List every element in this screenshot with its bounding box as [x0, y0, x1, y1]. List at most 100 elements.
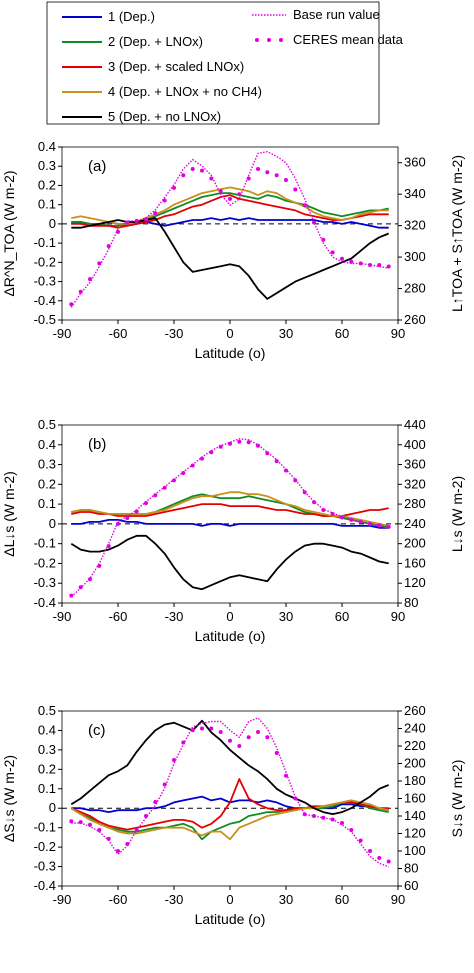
ceres-point — [386, 524, 391, 529]
y-right-tick-label: 180 — [404, 773, 426, 788]
series-1-line — [71, 795, 389, 813]
ceres-point — [69, 302, 74, 307]
ceres-point — [190, 728, 195, 733]
y-tick-label: 0.3 — [38, 742, 56, 757]
ceres-point — [302, 812, 307, 817]
ceres-point — [125, 220, 130, 225]
y-tick-label: 0.1 — [38, 496, 56, 511]
y-right-axis-label: L↓s (W m-2) — [449, 476, 465, 552]
series-7-points — [69, 726, 391, 864]
series-3-line — [71, 194, 389, 229]
legend-label-ceres: CERES mean data — [293, 32, 404, 47]
y-axis-label: ΔL↓s (W m-2) — [1, 471, 17, 557]
panel-a: -90 -60 -30 0 30 60 90 -0.5 -0.4 -0.3 -0.2 -0.1 0 0.1… — [1, 139, 465, 361]
ceres-point — [116, 229, 120, 234]
ceres-point — [69, 593, 74, 598]
ceres-point — [340, 256, 344, 261]
ceres-point — [218, 730, 223, 734]
ceres-point — [162, 198, 167, 203]
y-right-tick-label: 280 — [404, 281, 426, 296]
x-tick-label: -60 — [109, 892, 128, 907]
y-right-tick-label: 340 — [404, 186, 426, 201]
y-right-tick-label: 140 — [404, 808, 426, 823]
x-tick-label: -90 — [53, 609, 72, 624]
ceres-point — [368, 521, 372, 526]
ceres-point — [321, 508, 326, 512]
ceres-point — [265, 735, 270, 740]
ceres-point — [321, 815, 326, 820]
panel-c: -90 -60 -30 0 30 60 90-0.4-0.3-0.2-0.100.10.20… — [1, 703, 465, 927]
ceres-point — [172, 758, 176, 762]
legend-label-1: 1 (Dep.) — [108, 9, 155, 24]
ceres-point — [162, 782, 167, 787]
y-right-tick-label: 200 — [404, 756, 426, 771]
y-axis-label: ΔR^N_TOA (W m-2) — [1, 170, 17, 296]
x-tick-label: 30 — [279, 892, 293, 907]
y-right-tick-label: 260 — [404, 703, 426, 718]
legend-swatch-ceres-1 — [255, 38, 259, 42]
ceres-point — [349, 259, 354, 264]
ceres-point — [293, 796, 298, 801]
y-tick-label: -0.2 — [34, 839, 56, 854]
y-right-tick-label: 360 — [404, 155, 426, 170]
series-4-line — [70, 799, 389, 841]
y-right-tick-label: 160 — [404, 555, 426, 570]
ceres-point — [293, 478, 298, 483]
y-tick-label: -0.2 — [34, 254, 56, 269]
y-right-tick-label: 120 — [404, 575, 426, 590]
ceres-point — [246, 735, 251, 740]
y-right-tick-label: 280 — [404, 496, 426, 511]
ceres-point — [209, 726, 214, 731]
ceres-point — [246, 440, 251, 445]
x-axis-label: Latitude (o) — [195, 345, 266, 361]
ceres-point — [97, 828, 102, 832]
ceres-point — [190, 167, 195, 171]
ceres-point — [190, 463, 195, 468]
y-right-tick-label: 80 — [404, 861, 418, 876]
x-tick-label: 30 — [279, 609, 293, 624]
y-tick-label: -0.1 — [34, 536, 56, 551]
legend-label-5: 5 (Dep. + no LNOx) — [108, 109, 221, 124]
ceres-point — [293, 187, 298, 192]
legend-label-base: Base run value — [293, 7, 380, 22]
y-tick-label: 0.1 — [38, 197, 56, 212]
ceres-point — [69, 819, 74, 824]
x-tick-label: -30 — [165, 326, 184, 341]
legend: 1 (Dep.) 2 (Dep. + LNOx) 3 (Dep. + scale… — [46, 1, 404, 125]
y-right-tick-label: 200 — [404, 536, 426, 551]
y-right-tick-label: 300 — [404, 249, 426, 264]
ceres-point — [209, 176, 214, 181]
y-tick-label: 0.5 — [38, 417, 56, 432]
ceres-point — [218, 444, 223, 449]
ceres-point — [88, 277, 92, 282]
y-tick-label: -0.4 — [34, 878, 56, 893]
y-axis-label: ΔS↓s (W m-2) — [1, 755, 17, 842]
x-tick-label: -30 — [165, 892, 184, 907]
plot-frame — [61, 146, 399, 321]
ceres-point — [256, 730, 260, 734]
ceres-point — [181, 740, 186, 745]
ceres-point — [312, 500, 316, 505]
x-tick-label: 30 — [279, 326, 293, 341]
y-tick-label: 0 — [49, 800, 56, 815]
ceres-point — [106, 836, 111, 841]
panel-label: (b) — [88, 436, 106, 453]
ceres-point — [144, 501, 148, 506]
ceres-point — [200, 726, 204, 731]
y-right-tick-label: 400 — [404, 437, 426, 452]
ceres-point — [302, 490, 307, 495]
series-5-line — [71, 217, 390, 300]
series-7-points — [69, 167, 391, 307]
y-right-tick-label: 440 — [404, 417, 426, 432]
ceres-point — [330, 512, 335, 516]
ceres-point — [125, 842, 130, 846]
y-right-tick-label: 320 — [404, 476, 426, 491]
ceres-point — [125, 516, 130, 520]
ceres-point — [172, 478, 176, 483]
ceres-point — [88, 577, 92, 582]
ceres-point — [88, 822, 92, 827]
ceres-point — [349, 517, 354, 522]
y-right-tick-label: 240 — [404, 721, 426, 736]
series-7-points — [69, 439, 391, 598]
ceres-point — [368, 849, 372, 853]
